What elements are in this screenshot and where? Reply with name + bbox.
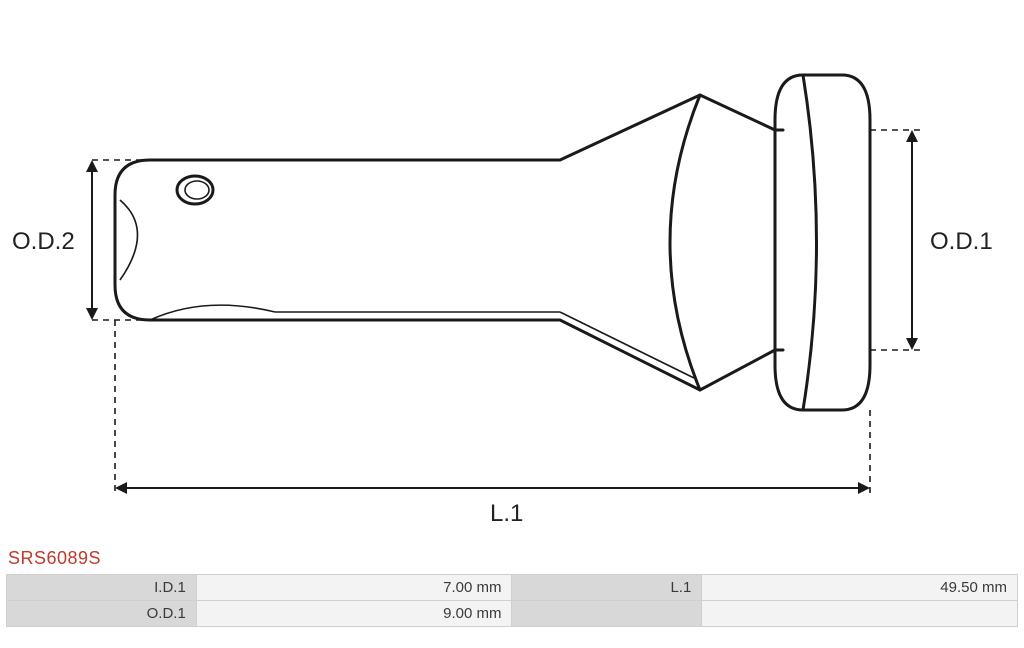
- part-line-drawing: [0, 0, 1024, 540]
- spec-value: 7.00 mm: [196, 575, 512, 601]
- dim-label-od2: O.D.2: [12, 228, 75, 256]
- spec-table: I.D.1 7.00 mm L.1 49.50 mm O.D.1 9.00 mm: [6, 574, 1018, 627]
- dim-label-l1: L.1: [490, 500, 523, 528]
- spec-value: 49.50 mm: [702, 575, 1018, 601]
- technical-drawing-page: O.D.2 O.D.1 L.1 SRS6089S I.D.1 7.00 mm L…: [0, 0, 1024, 648]
- table-row: O.D.1 9.00 mm: [7, 601, 1018, 627]
- spec-label: I.D.1: [7, 575, 197, 601]
- spec-label: [512, 601, 702, 627]
- spec-value: 9.00 mm: [196, 601, 512, 627]
- part-id: SRS6089S: [8, 548, 101, 569]
- spec-label: O.D.1: [7, 601, 197, 627]
- spec-label: L.1: [512, 575, 702, 601]
- diagram-area: [0, 0, 1024, 540]
- spec-value: [702, 601, 1018, 627]
- dim-label-od1: O.D.1: [930, 228, 993, 256]
- table-row: I.D.1 7.00 mm L.1 49.50 mm: [7, 575, 1018, 601]
